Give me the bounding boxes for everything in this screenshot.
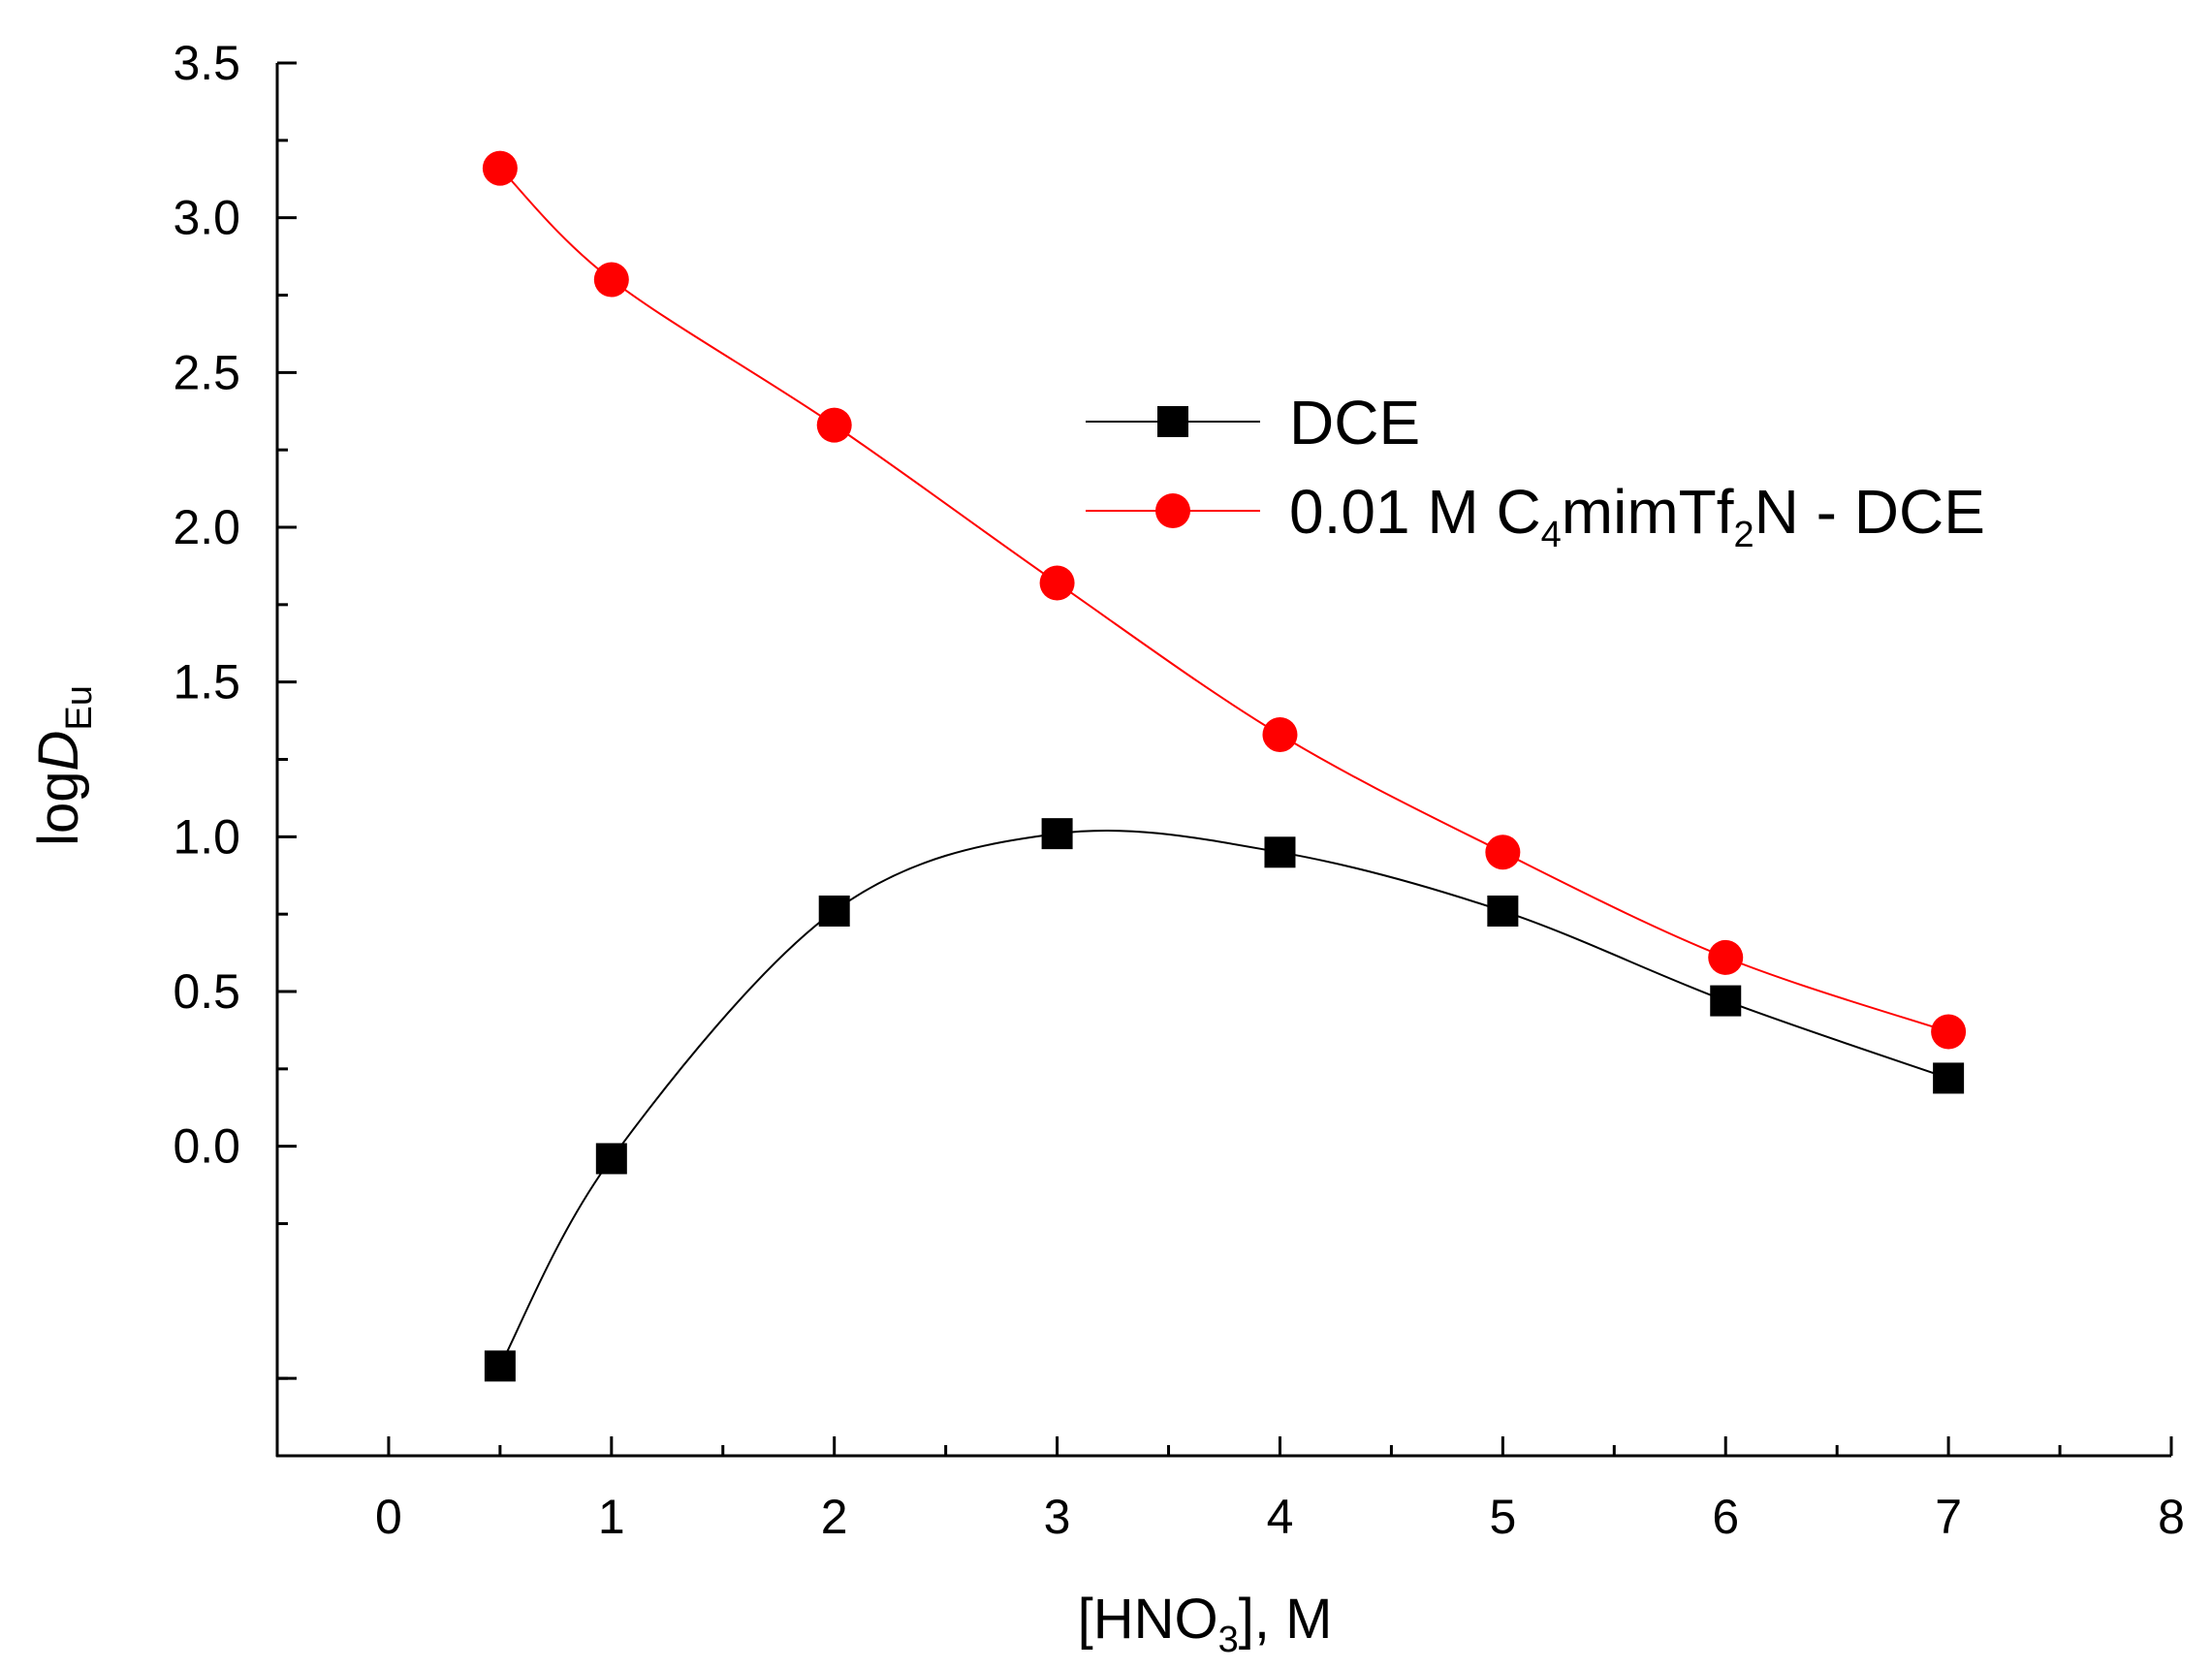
x-axis-title: [HNO3], M [1078, 1588, 1333, 1660]
x-tick-label: 3 [1044, 1490, 1071, 1544]
series-line-c4mim [499, 167, 1949, 1033]
data-point-c4mim [1039, 565, 1075, 601]
y-tick-label: 3.0 [173, 191, 240, 245]
data-point-dce [595, 1143, 627, 1175]
y-axis-title: logDEu [27, 685, 100, 846]
data-point-c4mim [1262, 716, 1298, 752]
data-point-c4mim [1708, 939, 1744, 975]
y-tick-label: 0.5 [173, 964, 240, 1019]
y-tick-label: 1.0 [173, 809, 240, 864]
data-point-dce [1264, 836, 1296, 868]
y-tick-label: 3.5 [173, 36, 240, 90]
data-point-c4mim [482, 150, 518, 186]
x-tick-label: 0 [375, 1490, 402, 1544]
legend-label-c4mim: 0.01 M C4mimTf2N - DCE [1289, 477, 1985, 555]
x-tick-label: 7 [1935, 1490, 1962, 1544]
y-tick-label: 0.0 [173, 1119, 240, 1174]
legend-label-dce: DCE [1289, 388, 1420, 457]
data-point-dce [1487, 895, 1519, 927]
y-tick-label: 2.0 [173, 500, 240, 554]
data-point-dce [1933, 1062, 1965, 1094]
legend-marker-dce [1157, 406, 1188, 437]
x-tick-label: 1 [598, 1490, 625, 1544]
data-point-c4mim [1485, 834, 1521, 870]
y-tick-label: 1.5 [173, 655, 240, 709]
x-tick-label: 5 [1489, 1490, 1516, 1544]
data-point-c4mim [816, 407, 852, 443]
y-tick-label: 2.5 [173, 345, 240, 399]
legend-marker-c4mim [1155, 493, 1190, 528]
data-point-dce [818, 895, 850, 927]
x-tick-label: 6 [1712, 1490, 1739, 1544]
x-tick-label: 4 [1267, 1490, 1294, 1544]
data-point-c4mim [593, 262, 629, 298]
data-point-dce [484, 1350, 516, 1382]
data-point-dce [1710, 985, 1742, 1017]
data-point-c4mim [1931, 1014, 1967, 1050]
x-tick-label: 8 [2158, 1490, 2185, 1544]
data-point-dce [1041, 818, 1073, 850]
x-tick-label: 2 [821, 1490, 848, 1544]
series-line-dce [499, 829, 1949, 1367]
